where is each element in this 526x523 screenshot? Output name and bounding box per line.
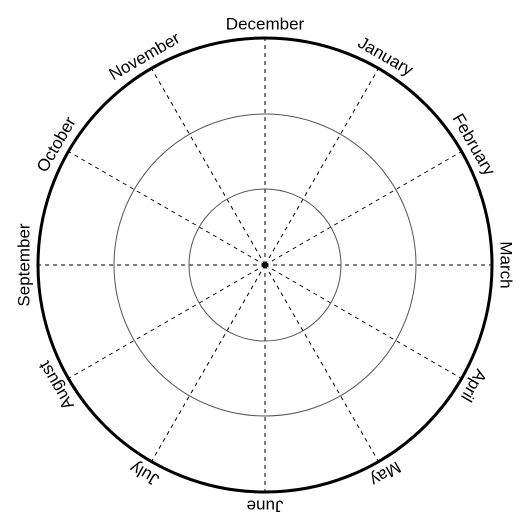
spoke [264,68,379,266]
spoke [264,151,462,266]
month-label-december: December [226,15,305,34]
month-label-november: November [106,28,184,84]
spoke [151,264,266,462]
month-label-july: July [126,458,162,490]
center-dot [262,262,268,268]
spoke [151,68,266,266]
spoke [264,264,462,379]
month-label-april: April [457,366,490,405]
month-label-may: May [366,457,404,490]
outer-ring [36,36,494,494]
spoke [264,264,379,462]
middle-ring [113,113,417,417]
month-label-september: September [15,223,34,306]
inner-ring [188,188,342,342]
month-label-june: June [247,497,284,516]
spoke [68,264,266,379]
month-label-march: March [497,241,516,288]
spoke [68,151,266,266]
radial-spokes [38,38,492,492]
